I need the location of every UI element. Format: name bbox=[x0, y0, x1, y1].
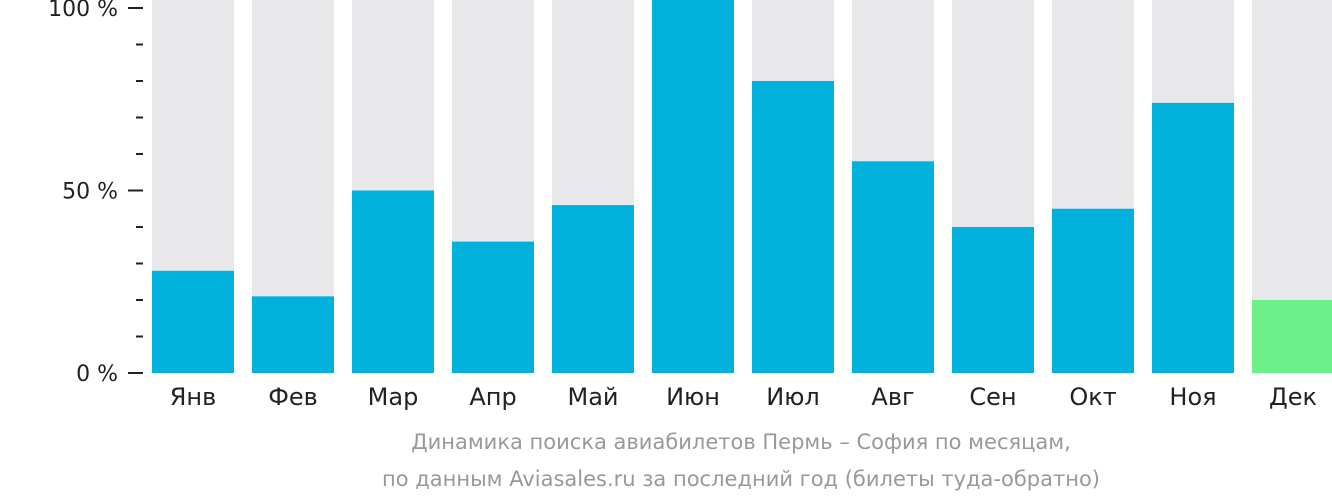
x-tick-label: Мар bbox=[368, 383, 419, 411]
bar-4[interactable] bbox=[452, 241, 534, 373]
bar-3[interactable] bbox=[352, 190, 434, 374]
x-tick-label: Июн bbox=[666, 383, 720, 411]
x-tick-label: Окт bbox=[1069, 383, 1116, 411]
x-tick-label: Сен bbox=[969, 383, 1016, 411]
x-tick-label: Апр bbox=[469, 383, 516, 411]
bar-7[interactable] bbox=[752, 81, 834, 373]
caption-line-1: Динамика поиска авиабилетов Пермь – Софи… bbox=[411, 430, 1071, 454]
bar-12[interactable] bbox=[1252, 300, 1332, 373]
x-tick-label: Июл bbox=[766, 383, 820, 411]
x-tick-label: Авг bbox=[871, 383, 914, 411]
bars bbox=[152, 0, 1332, 374]
caption-line-2: по данным Aviasales.ru за последний год … bbox=[382, 467, 1100, 491]
bar-1[interactable] bbox=[152, 270, 234, 373]
x-tick-label: Ноя bbox=[1169, 383, 1216, 411]
x-tick-label: Фев bbox=[268, 383, 318, 411]
bar-5[interactable] bbox=[552, 205, 634, 373]
y-tick-label: 0 % bbox=[76, 362, 118, 387]
bar-8[interactable] bbox=[852, 161, 934, 373]
y-tick-label: 50 % bbox=[62, 180, 118, 205]
x-axis-labels: Янв Фев Мар Апр Май Июн Июл Авг Сен Окт Ноя Дек bbox=[170, 383, 1317, 411]
y-axis: 0 % 50 % 100 % bbox=[48, 0, 143, 387]
bar-10[interactable] bbox=[1052, 208, 1134, 373]
x-tick-label: Дек bbox=[1269, 383, 1317, 411]
bar-2[interactable] bbox=[252, 296, 334, 373]
x-tick-label: Янв bbox=[170, 383, 217, 411]
y-tick-label: 100 % bbox=[48, 0, 118, 22]
bar-6[interactable] bbox=[652, 0, 734, 373]
bar-9[interactable] bbox=[952, 227, 1034, 373]
bar-11[interactable] bbox=[1152, 102, 1234, 374]
x-tick-label: Май bbox=[567, 383, 618, 411]
